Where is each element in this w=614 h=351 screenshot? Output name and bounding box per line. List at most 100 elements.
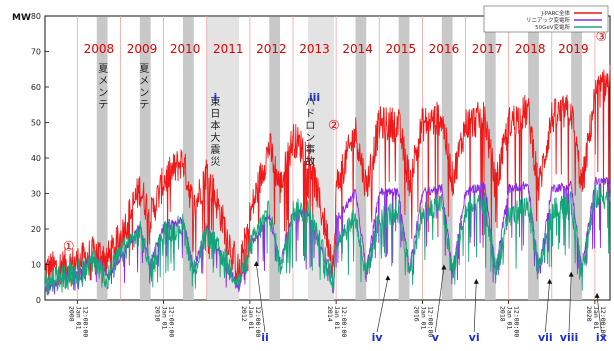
legend-label: 50GeV変電所 (535, 23, 570, 31)
x-tick-label: Jan 01 (333, 306, 341, 330)
event-arrowhead (568, 271, 574, 277)
event-arrowhead (253, 260, 259, 266)
y-axis-label: MW (12, 13, 31, 23)
event-arrowhead (594, 292, 600, 298)
event-arrow (376, 278, 389, 333)
x-tick-label: 2014 (326, 306, 334, 322)
annotation-char: テ (98, 100, 108, 111)
year-label: 2010 (170, 42, 201, 56)
event-label: i (213, 91, 217, 104)
y-tick-label: 50 (31, 119, 41, 128)
year-labels: 2008 2009 2010 2011 2012 2013 2014 2015 2016 2017… (84, 42, 589, 56)
x-tick-label: 2010 (154, 306, 162, 322)
annotation-char: 故 (305, 155, 315, 168)
annotation-char: ロ (305, 121, 315, 132)
year-label: 2013 (299, 42, 330, 56)
year-label: 2008 (84, 42, 115, 56)
x-tick-label: 12:00:00 (168, 306, 176, 337)
event-label: v (432, 331, 440, 344)
event-label: ix (596, 331, 607, 344)
event-arrowhead (547, 278, 553, 284)
annotation-char: 夏 (98, 63, 108, 75)
annotation-char: 本 (210, 119, 220, 132)
x-axis: 2008 Jan 01 12:00:00 2010 Jan 01 12:00:00 2012… (67, 300, 607, 337)
circled-marker: ③ (596, 30, 608, 45)
y-tick-label: 10 (31, 261, 41, 270)
x-tick-label: Jan 01 (506, 306, 514, 330)
annotation-char: ン (305, 133, 315, 144)
annotation-char: 大 (210, 131, 220, 144)
y-tick-label: 0 (36, 296, 41, 305)
x-tick-label: 12:00:00 (513, 306, 521, 337)
event-arrow (544, 281, 550, 333)
event-arrow (568, 274, 572, 333)
annotation-char: ン (98, 88, 108, 99)
x-tick-label: 2012 (240, 306, 248, 322)
shutdown-band (139, 17, 151, 300)
event-arrowhead (385, 275, 391, 281)
shutdown-band (571, 17, 582, 300)
event-label: vii (538, 331, 553, 344)
x-tick-label: Jan 01 (161, 306, 169, 330)
year-label: 2016 (429, 42, 460, 56)
year-label: 2014 (342, 42, 373, 56)
series-line-2 (44, 184, 611, 295)
year-label: 2009 (127, 42, 158, 56)
annotation-char: ド (305, 109, 315, 120)
event-label: ii (261, 331, 269, 344)
x-tick-label: 12:00:00 (340, 306, 348, 337)
y-tick-label: 60 (31, 83, 41, 92)
x-tick-label: Jan 01 (592, 306, 600, 330)
year-label: 2011 (213, 42, 244, 56)
series-line-0 (44, 65, 611, 289)
annotation-char: 事 (305, 143, 315, 156)
event-arrow (596, 295, 602, 333)
annotation-char: 夏 (139, 63, 149, 75)
event-label: vi (469, 331, 480, 344)
x-tick-label: 2016 (412, 306, 420, 322)
annotation-char: テ (139, 100, 149, 111)
series-lines (44, 65, 611, 296)
y-tick-label: 30 (31, 190, 41, 199)
event-arrowhead (473, 278, 479, 284)
event-arrowhead (441, 264, 447, 270)
shutdown-band (96, 17, 108, 300)
y-axis: 0 10 20 30 40 50 60 70 80 (31, 12, 49, 305)
year-label: 2017 (472, 42, 503, 56)
annotation-char: メ (139, 76, 149, 87)
y-tick-label: 70 (31, 48, 41, 57)
x-tick-label: 12:00:00 (81, 306, 89, 337)
x-tick-label: 2018 (499, 306, 507, 322)
series-line-1 (44, 176, 611, 296)
annotation-char: 日 (210, 109, 220, 120)
year-label: 2012 (256, 42, 287, 56)
year-separators (76, 16, 596, 300)
annotation-char: 震 (210, 144, 220, 156)
x-tick-label: 2020 (585, 306, 593, 322)
shutdown-band (269, 17, 281, 300)
y-tick-label: 20 (31, 225, 41, 234)
event-arrow (434, 267, 445, 333)
event-label: viii (560, 331, 578, 344)
year-label: 2015 (386, 42, 417, 56)
event-arrow (255, 263, 266, 333)
legend-label: J-PARC全体 (540, 9, 570, 17)
annotation-char: ハ (305, 97, 315, 108)
circled-marker: ② (328, 119, 340, 134)
y-tick-label: 80 (31, 12, 41, 21)
annotation-char: メ (98, 76, 108, 87)
x-tick-label: Jan 01 (74, 306, 82, 330)
annotation-char: 東 (210, 95, 220, 108)
year-label: 2019 (558, 42, 589, 56)
x-tick-label: Jan 01 (419, 306, 427, 330)
shutdown-band (183, 17, 194, 300)
x-tick-label: 12:00:00 (426, 306, 434, 337)
y-tick-label: 40 (31, 154, 41, 163)
shutdown-band (484, 17, 496, 300)
circled-marker: ① (63, 239, 75, 254)
x-tick-label: 12:00:00 (599, 306, 607, 337)
